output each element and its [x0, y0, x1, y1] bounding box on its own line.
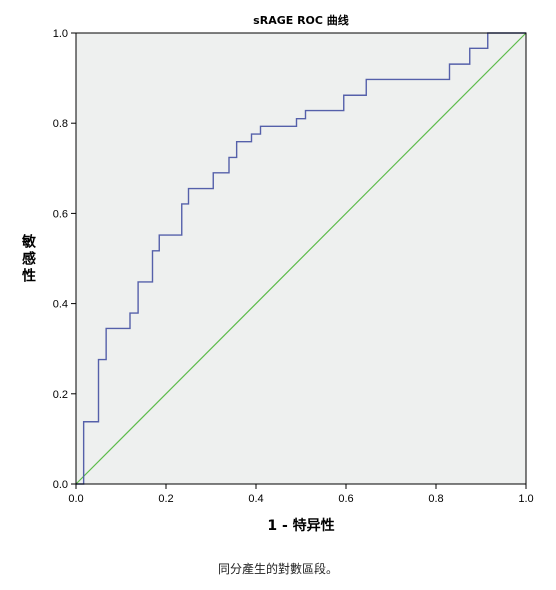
x-tick-label: 0.2 [158, 493, 173, 505]
x-tick-label: 0.6 [338, 493, 353, 505]
y-tick-label: 0.8 [53, 118, 68, 130]
y-tick-label: 0.0 [53, 479, 68, 491]
x-axis-label: 1 - 特异性 [267, 517, 334, 534]
x-tick-label: 1.0 [518, 493, 533, 505]
reference-line [75, 32, 527, 485]
roc-curve [76, 32, 526, 485]
roc-chart: 0.0 0.2 0.4 0.6 0.8 1.0 0.0 0.2 0.4 0.6 0.8 1.0 sR… [21, 13, 534, 534]
y-tick-label: 1.0 [53, 28, 68, 40]
footnote: 同分產生的對數區段。 [217, 562, 338, 576]
x-tick-label: 0.8 [428, 493, 443, 505]
chart-title: sRAGE ROC 曲线 [253, 13, 349, 27]
y-tick-label: 0.2 [53, 389, 68, 401]
y-axis-label: 敏感性 [21, 234, 37, 285]
x-tick-label: 0.0 [68, 493, 83, 505]
plot-frame [75, 32, 527, 485]
x-tick-label: 0.4 [248, 493, 263, 505]
y-tick-label: 0.4 [53, 299, 68, 311]
y-tick-label: 0.6 [53, 208, 68, 220]
